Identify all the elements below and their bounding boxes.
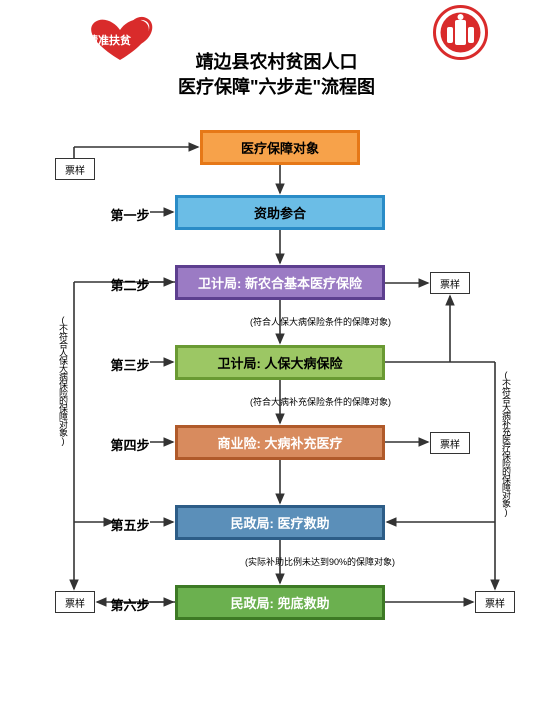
step4-box: 商业险: 大病补充医疗 bbox=[175, 425, 385, 460]
step3-label: 卫计局: 人保大病保险 bbox=[218, 353, 343, 372]
step2-num: 第二步 bbox=[105, 275, 155, 294]
ticket-3: 票样 bbox=[430, 432, 470, 454]
page-title: 靖边县农村贫困人口 医疗保障"六步走"流程图 bbox=[0, 50, 553, 100]
ticket-4: 票样 bbox=[55, 591, 95, 613]
note-right-vertical: (不符合大病补充医疗保险的保障对象) bbox=[500, 370, 513, 570]
ticket-2: 票样 bbox=[430, 272, 470, 294]
step4-num: 第四步 bbox=[105, 435, 155, 454]
step3-num: 第三步 bbox=[105, 355, 155, 374]
step5-label: 民政局: 医疗救助 bbox=[231, 513, 330, 532]
note-left-vertical: (不符合人保大病保险的保障对象) bbox=[57, 315, 70, 495]
title-line-1: 靖边县农村贫困人口 bbox=[0, 50, 553, 75]
step6-label: 民政局: 兜底救助 bbox=[231, 593, 330, 612]
step5-num: 第五步 bbox=[105, 515, 155, 534]
step6-num: 第六步 bbox=[105, 595, 155, 614]
step1-box: 资助参合 bbox=[175, 195, 385, 230]
step1-num: 第一步 bbox=[105, 205, 155, 224]
step3-box: 卫计局: 人保大病保险 bbox=[175, 345, 385, 380]
step2-box: 卫计局: 新农合基本医疗保险 bbox=[175, 265, 385, 300]
step1-label: 资助参合 bbox=[254, 203, 306, 222]
note-after-step5: (实际补助比例未达到90%的保障对象) bbox=[245, 555, 395, 568]
flowchart: 医疗保障对象 资助参合 卫计局: 新农合基本医疗保险 卫计局: 人保大病保险 商… bbox=[0, 120, 553, 700]
logo-left-text: 精准扶贫 bbox=[87, 32, 131, 48]
note-after-step3: (符合大病补充保险条件的保障对象) bbox=[250, 395, 391, 408]
step5-box: 民政局: 医疗救助 bbox=[175, 505, 385, 540]
ticket-5: 票样 bbox=[475, 591, 515, 613]
ticket-1: 票样 bbox=[55, 158, 95, 180]
start-box: 医疗保障对象 bbox=[200, 130, 360, 165]
start-label: 医疗保障对象 bbox=[241, 138, 319, 157]
step4-label: 商业险: 大病补充医疗 bbox=[218, 433, 343, 452]
step6-box: 民政局: 兜底救助 bbox=[175, 585, 385, 620]
header: 精准扶贫 靖边县农村贫困人口 医疗保障"六步走"流程图 bbox=[0, 0, 553, 110]
step2-label: 卫计局: 新农合基本医疗保险 bbox=[198, 273, 362, 292]
title-line-2: 医疗保障"六步走"流程图 bbox=[0, 75, 553, 100]
note-after-step2: (符合人保大病保险条件的保障对象) bbox=[250, 315, 391, 328]
